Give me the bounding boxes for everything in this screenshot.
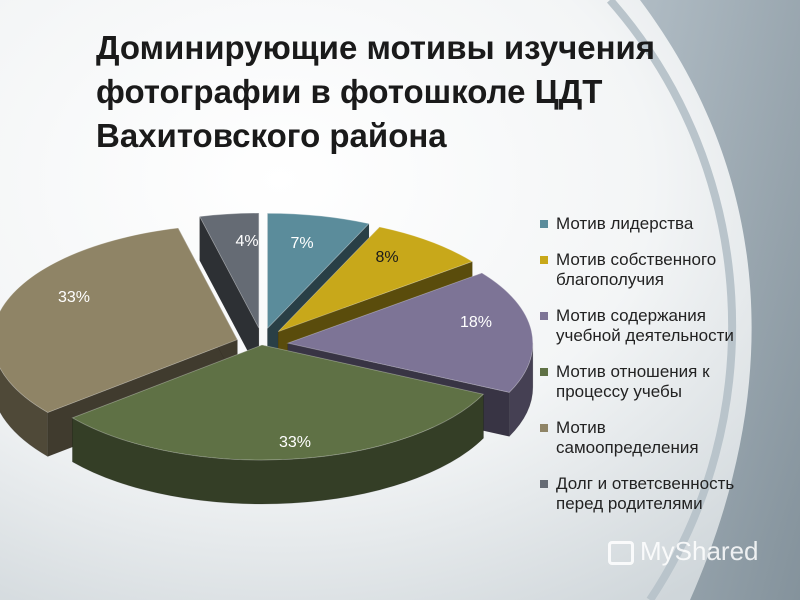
- legend-swatch-1: [540, 220, 548, 228]
- slide-title-line-2: фотографии в фотошколе ЦДТ: [96, 73, 603, 110]
- data-label-6: 4%: [235, 233, 258, 250]
- pie-slice-1-top: [267, 212, 370, 330]
- legend-item-6: Долг и ответсвенность перед родителями: [538, 474, 788, 514]
- legend-label-1-line-1: Мотив лидерства: [556, 214, 694, 233]
- legend-item-2: Мотив собственного благополучия: [538, 250, 788, 290]
- legend-label-6-line-2: перед родителями: [556, 494, 703, 513]
- pie-slice-3-top: [286, 272, 534, 393]
- pie-slice-6-top: [199, 212, 260, 329]
- legend-item-4: Мотив отношения к процессу учебы: [538, 362, 788, 402]
- presentation-icon: [608, 541, 634, 566]
- pie-slice-4: [71, 344, 485, 505]
- legend-label-4-line-1: Мотив отношения к: [556, 362, 710, 381]
- legend-swatch-4: [540, 368, 548, 376]
- legend-swatch-6: [540, 480, 548, 488]
- slide-title: Доминирующие мотивы изучения фотографии …: [96, 26, 736, 158]
- decorative-curve: [606, 0, 737, 600]
- legend-label-6-line-1: Долг и ответсвенность: [556, 474, 735, 493]
- data-label-5: 33%: [58, 289, 90, 306]
- data-label-4: 33%: [279, 434, 311, 451]
- legend-swatch-5: [540, 424, 548, 432]
- watermark: MyShared: [608, 536, 759, 567]
- legend-label-2-line-1: Мотив собственного: [556, 250, 717, 269]
- decorative-corner-shape: [640, 0, 800, 600]
- chart-legend: Мотив лидерства Мотив собственного благопо…: [538, 214, 788, 530]
- legend-item-3: Мотив содержания учебной деятельности: [538, 306, 788, 346]
- legend-label-5-line-1: Мотив: [556, 418, 606, 437]
- legend-item-1: Мотив лидерства: [538, 214, 788, 234]
- slide-title-line-1: Доминирующие мотивы изучения: [96, 29, 656, 66]
- legend-item-5: Мотив самоопределения: [538, 418, 788, 458]
- legend-swatch-3: [540, 312, 548, 320]
- pie-slice-5-top: [0, 227, 238, 413]
- pie-slice-2-top: [277, 226, 474, 332]
- legend-label-3-line-2: учебной деятельности: [556, 326, 734, 345]
- legend-label-5-line-2: самоопределения: [556, 438, 699, 457]
- legend-label-4-line-2: процессу учебы: [556, 382, 682, 401]
- watermark-text: MyShared: [640, 536, 759, 566]
- legend-label-3-line-1: Мотив содержания: [556, 306, 706, 325]
- data-label-3: 18%: [460, 314, 492, 331]
- pie-slice-4-top: [71, 344, 485, 461]
- slide-title-line-3: Вахитовского района: [96, 117, 447, 154]
- data-label-2: 8%: [375, 249, 398, 266]
- legend-label-2-line-2: благополучия: [556, 270, 664, 289]
- legend-swatch-2: [540, 256, 548, 264]
- data-label-1: 7%: [290, 235, 313, 252]
